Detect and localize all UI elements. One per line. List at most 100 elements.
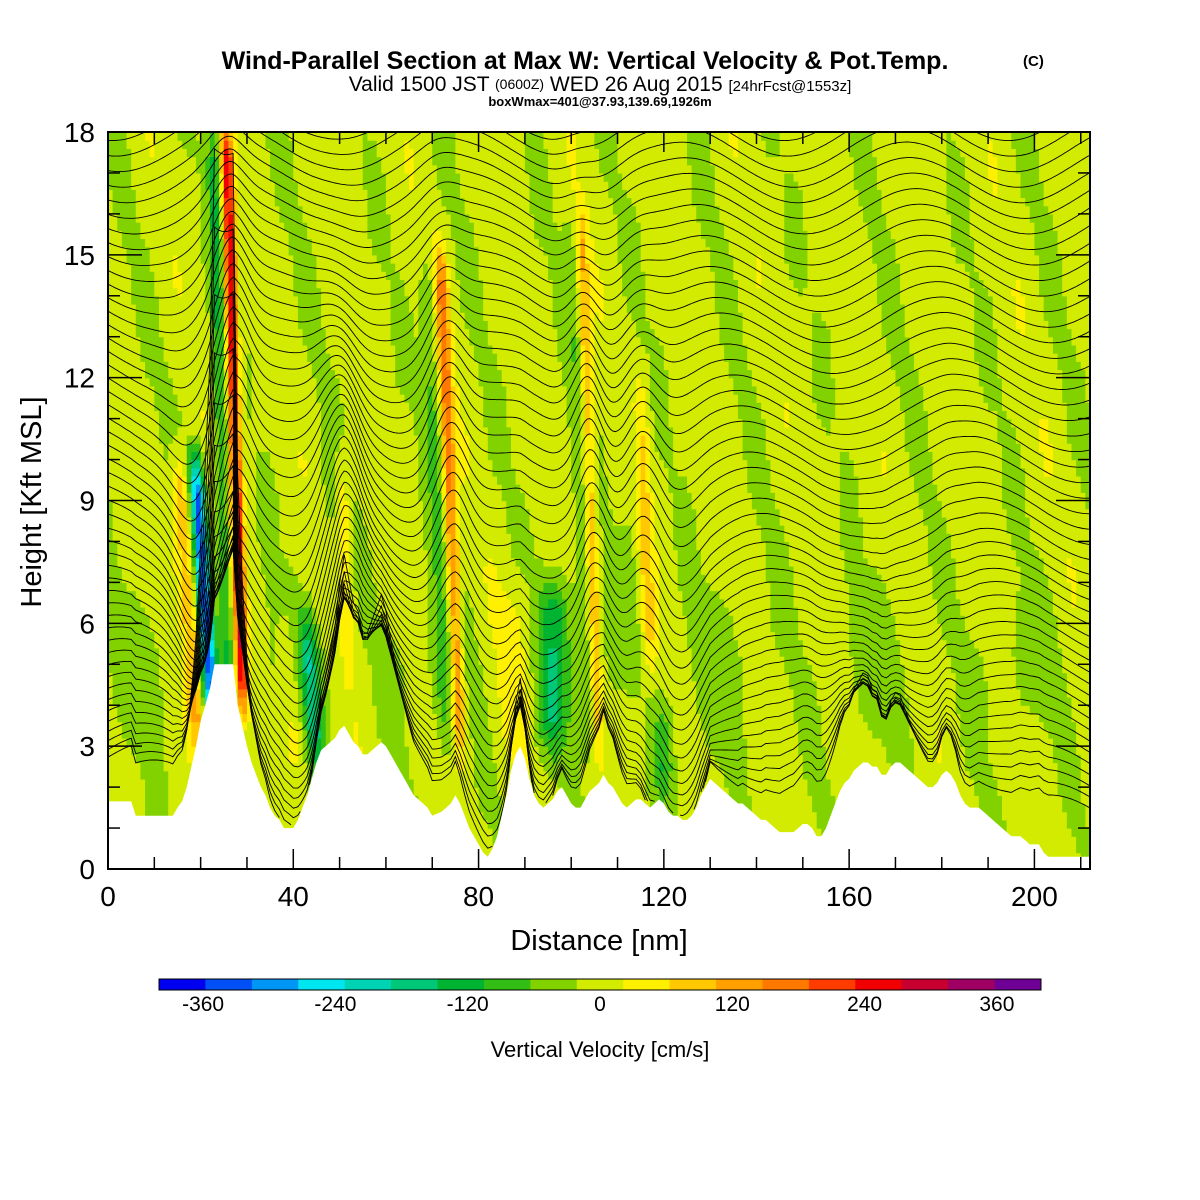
x-axis-ticks: 0 40 80 120 160 200	[100, 132, 1082, 912]
isentrope-line	[108, 537, 1090, 745]
isentrope-line	[108, 505, 1090, 661]
isentrope-line	[108, 493, 1090, 653]
isentrope-line	[108, 132, 1071, 157]
colorbar-swatch	[391, 979, 438, 990]
colorbar-swatch	[530, 979, 578, 990]
colorbar-tick-label: 360	[979, 993, 1014, 1016]
colorbar-swatch	[948, 979, 995, 990]
y-axis-label: Height [Kft MSL]	[16, 396, 48, 607]
colorbar-frame	[158, 978, 1042, 991]
isentrope-line	[108, 306, 1090, 427]
isentrope-line	[108, 148, 1090, 219]
colorbar-swatch	[623, 979, 671, 990]
colorbar-tick-label: -240	[314, 993, 356, 1016]
colorbar-swatch	[994, 979, 1042, 990]
isentrope-line	[108, 388, 1090, 522]
forecast-label: [24hrFcst@1553z]	[729, 78, 852, 95]
colorbar-swatch	[251, 979, 299, 990]
isentrope-line	[108, 321, 1090, 446]
x-tick-label: 120	[640, 881, 687, 912]
colorbar-swatch	[716, 979, 763, 990]
colorbar-swatch	[855, 979, 903, 990]
valid-prefix: Valid 1500 JST	[349, 73, 490, 96]
y-tick-label: 3	[79, 731, 95, 762]
valid-time-line: Valid 1500 JST (0600Z) WED 26 Aug 2015 […	[349, 71, 852, 96]
colorbar-tick-label: 0	[594, 993, 606, 1016]
isentrope-line	[108, 160, 1090, 235]
x-tick-label: 0	[100, 881, 116, 912]
colorbar-tick-label: 240	[847, 993, 882, 1016]
velocity-field	[108, 132, 1090, 869]
isentrope-line	[108, 464, 1090, 796]
isentrope-line	[108, 185, 1090, 266]
x-tick-label: 40	[278, 881, 309, 912]
isentrope-line	[108, 509, 1090, 772]
isentrope-line	[108, 132, 1090, 173]
isentrope-line	[108, 198, 1090, 282]
colorbar-swatch	[762, 979, 810, 990]
y-tick-label: 9	[79, 486, 95, 517]
isentrope-line	[108, 470, 1090, 633]
y-tick-label: 12	[64, 363, 95, 394]
y-tick-label: 15	[64, 240, 95, 271]
isentrope-line	[108, 210, 1090, 299]
y-tick-label: 6	[79, 608, 95, 639]
isentrope-line	[108, 276, 1090, 389]
copyright-mark: (C)	[1023, 53, 1044, 70]
isentrope-line	[108, 435, 1090, 592]
x-tick-label: 160	[826, 881, 873, 912]
y-axis-ticks: 0 3 6 9 12 15 18	[64, 117, 1090, 885]
isentrope-line	[108, 548, 1090, 716]
isentrope-line	[108, 544, 1090, 731]
isentrope-line	[108, 249, 1090, 352]
colorbar	[158, 978, 1042, 991]
isentrope-line	[108, 432, 1090, 807]
isentrope-line	[108, 540, 1090, 701]
isentrope-line	[108, 262, 1090, 370]
colorbar-tick-labels: -360 -240 -120 0 120 240 360	[182, 993, 1014, 1016]
isentrope-line	[108, 132, 1042, 142]
isentrope-line	[108, 489, 1090, 784]
chart-title: Wind-Parallel Section at Max W: Vertical…	[222, 47, 949, 75]
isentrope-line	[108, 173, 1090, 251]
x-tick-label: 80	[463, 881, 494, 912]
colorbar-tick-label: 120	[715, 993, 750, 1016]
valid-date: WED 26 Aug 2015	[550, 73, 723, 96]
colorbar-swatch	[159, 979, 206, 990]
potential-temperature-contours	[108, 132, 1090, 849]
colorbar-tick-label: -120	[447, 993, 489, 1016]
isentrope-line	[108, 354, 1090, 484]
colorbar-swatch	[344, 979, 392, 990]
y-tick-label: 18	[64, 117, 95, 148]
isentrope-line	[108, 526, 1090, 759]
colorbar-swatch	[298, 979, 346, 990]
colorbar-swatch	[808, 979, 856, 990]
isentrope-line	[108, 371, 1090, 503]
x-axis-label: Distance [nm]	[510, 925, 687, 957]
isentrope-line	[108, 226, 1090, 837]
colorbar-swatch	[437, 979, 485, 990]
colorbar-swatch	[901, 979, 949, 990]
colorbar-swatch	[483, 979, 531, 990]
x-tick-label: 200	[1011, 881, 1058, 912]
isentrope-line	[108, 223, 1090, 316]
isentrope-line	[108, 528, 1090, 685]
isentrope-line	[108, 481, 1090, 643]
colorbar-swatch	[205, 979, 253, 990]
isentrope-line	[108, 403, 1090, 540]
isentrope-line	[108, 291, 1090, 408]
colorbar-label: Vertical Velocity [cm/s]	[491, 1037, 710, 1062]
colorbar-tick-label: -360	[182, 993, 224, 1016]
box-wmax-line: boxWmax=401@37.93,139.69,1926m	[488, 94, 711, 109]
isentrope-line	[108, 236, 1090, 334]
isentrope-line	[108, 516, 1090, 669]
y-tick-label: 0	[79, 854, 95, 885]
valid-utc: (0600Z)	[495, 76, 544, 92]
isentrope-line	[108, 424, 1090, 575]
isentrope-line	[108, 414, 1090, 558]
colorbar-swatch	[669, 979, 717, 990]
isentrope-line	[108, 132, 1090, 188]
terrain	[108, 664, 1090, 869]
isentrope-line	[108, 337, 1090, 465]
